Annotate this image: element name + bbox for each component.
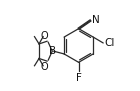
Text: O: O [40,31,48,41]
Text: Cl: Cl [104,38,115,48]
Text: F: F [76,73,82,83]
Text: O: O [40,62,48,72]
Text: N: N [92,15,100,25]
Text: B: B [49,46,56,56]
